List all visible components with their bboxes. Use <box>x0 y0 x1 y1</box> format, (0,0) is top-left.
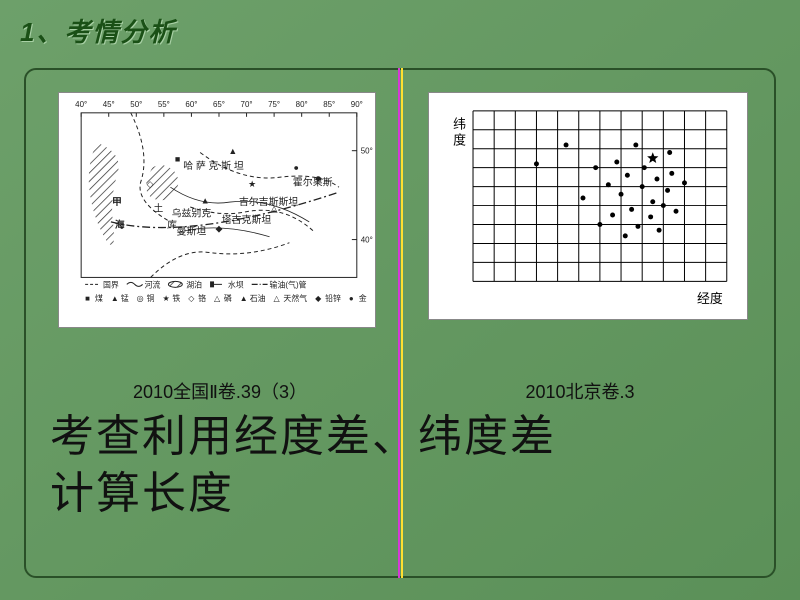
svg-text:▲: ▲ <box>228 146 237 156</box>
svg-text:★: ★ <box>162 294 169 303</box>
svg-text:▲: ▲ <box>240 294 248 303</box>
svg-text:土: 土 <box>153 202 163 215</box>
svg-text:纬: 纬 <box>453 117 466 132</box>
main-heading-line2: 计算长度 <box>50 465 750 522</box>
svg-text:铜: 铜 <box>147 293 155 303</box>
svg-text:铅锌: 铅锌 <box>325 293 341 303</box>
svg-text:△: △ <box>274 294 281 303</box>
svg-text:石油: 石油 <box>250 293 266 303</box>
svg-text:80°: 80° <box>296 100 308 109</box>
svg-text:湖泊: 湖泊 <box>186 279 202 289</box>
svg-text:●: ● <box>349 294 354 303</box>
svg-text:◎: ◎ <box>137 294 144 303</box>
main-heading-line1: 考查利用经度差、纬度差 <box>50 408 750 465</box>
scatter-lat-lon: 纬度经度 <box>428 92 748 320</box>
svg-text:△: △ <box>271 204 278 214</box>
svg-text:铁: 铁 <box>172 293 180 303</box>
svg-text:乌兹别克: 乌兹别克 <box>172 207 212 220</box>
svg-text:◇: ◇ <box>147 179 154 189</box>
svg-text:输油(气)管: 输油(气)管 <box>270 279 307 289</box>
svg-text:45°: 45° <box>103 100 115 109</box>
svg-text:水坝: 水坝 <box>228 279 244 289</box>
svg-text:50°: 50° <box>361 147 373 156</box>
svg-text:吉尔吉斯斯坦: 吉尔吉斯斯坦 <box>239 195 299 208</box>
svg-text:65°: 65° <box>213 100 225 109</box>
svg-text:天然气: 天然气 <box>283 293 307 303</box>
svg-text:■: ■ <box>175 154 180 164</box>
caption-left: 2010全国Ⅱ卷.39（3） <box>70 378 370 404</box>
svg-text:◆: ◆ <box>315 294 322 303</box>
svg-text:75°: 75° <box>268 100 280 109</box>
svg-text:55°: 55° <box>158 100 170 109</box>
main-heading: 考查利用经度差、纬度差 计算长度 <box>50 408 750 522</box>
svg-text:▲: ▲ <box>201 195 210 205</box>
svg-text:磷: 磷 <box>224 293 232 303</box>
slide-title: 1、考情分析 <box>20 12 176 49</box>
svg-text:90°: 90° <box>351 100 363 109</box>
svg-text:甲: 甲 <box>112 196 122 208</box>
svg-text:金: 金 <box>359 293 367 303</box>
svg-text:■: ■ <box>85 294 90 303</box>
svg-text:海: 海 <box>115 218 125 231</box>
svg-text:曼斯坦: 曼斯坦 <box>177 225 207 238</box>
svg-text:铬: 铬 <box>198 293 206 303</box>
svg-text:●: ● <box>293 162 298 172</box>
svg-text:50°: 50° <box>130 100 142 109</box>
svg-text:◆: ◆ <box>216 223 223 233</box>
svg-text:40°: 40° <box>75 100 87 109</box>
svg-text:度: 度 <box>453 133 466 148</box>
map-central-asia: 40° 45° 50° 55° 60° 65° 70° 75° 80° 85° 90° 50° 40° 哈… <box>58 92 376 328</box>
svg-text:哈 萨 克 斯 坦: 哈 萨 克 斯 坦 <box>183 159 244 172</box>
svg-text:国界: 国界 <box>103 280 119 289</box>
svg-text:▲: ▲ <box>111 294 119 303</box>
svg-text:60°: 60° <box>185 100 197 109</box>
svg-text:经度: 经度 <box>697 291 723 306</box>
svg-text:◇: ◇ <box>188 294 195 303</box>
svg-text:霍尔果斯: 霍尔果斯 <box>293 175 333 188</box>
svg-text:70°: 70° <box>241 100 253 109</box>
svg-text:锰: 锰 <box>121 293 129 303</box>
svg-text:煤: 煤 <box>95 293 103 303</box>
svg-text:河流: 河流 <box>145 279 161 289</box>
svg-text:40°: 40° <box>361 236 373 245</box>
svg-text:85°: 85° <box>323 100 335 109</box>
svg-text:★: ★ <box>248 179 256 189</box>
caption-right: 2010北京卷.3 <box>430 378 730 404</box>
svg-text:△: △ <box>214 294 221 303</box>
svg-text:塔吉克斯坦: 塔吉克斯坦 <box>222 213 272 226</box>
